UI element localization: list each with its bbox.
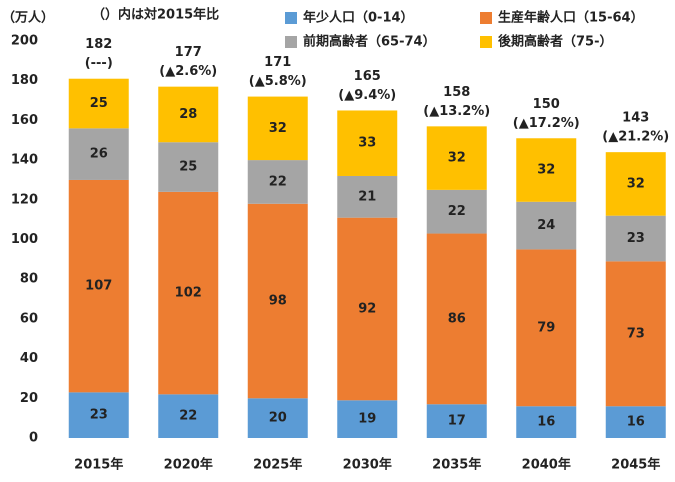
data-label: 22 [448, 204, 466, 219]
data-label: 22 [269, 174, 287, 189]
bar-segment [247, 96, 308, 161]
data-label: 73 [627, 326, 645, 341]
data-label: 92 [358, 301, 376, 316]
legend-label: 年少人口（0-14） [303, 10, 414, 26]
data-label: 86 [448, 311, 466, 326]
data-label: 23 [90, 408, 108, 423]
bar-segment [247, 398, 308, 438]
bar-segment [605, 215, 666, 262]
bar-segment [68, 392, 129, 438]
total-note: (---) [85, 56, 113, 71]
bar-segment [158, 142, 219, 192]
y-tick-label: 160 [11, 113, 38, 128]
bar-segment [426, 189, 487, 234]
y-tick-label: 60 [20, 311, 38, 326]
total-label: 143 [622, 111, 649, 126]
total-note: (▲13.2%) [423, 104, 490, 119]
legend-label: 後期高齢者（75-） [498, 34, 613, 50]
data-label: 32 [627, 176, 645, 191]
bar-segment [605, 406, 666, 438]
bar-segment [426, 404, 487, 438]
bar-segment [68, 128, 129, 180]
data-label: 107 [85, 279, 112, 294]
data-label: 16 [537, 415, 555, 430]
legend-swatch [285, 36, 297, 48]
total-note: (▲2.6%) [159, 64, 217, 79]
bar-segment [516, 201, 577, 250]
bar-segment [68, 179, 129, 393]
bar-segment [247, 160, 308, 204]
bar-segment [337, 217, 398, 401]
bar-segment [516, 138, 577, 202]
bar-segment [426, 126, 487, 190]
y-axis-label: （万人） [2, 10, 54, 26]
bar-segment [605, 261, 666, 407]
annotation: （）内は対2015年比 [92, 7, 219, 23]
legend-swatch [285, 12, 297, 24]
bar-segment [337, 175, 398, 218]
data-label: 102 [175, 286, 202, 301]
total-label: 165 [354, 69, 381, 84]
y-tick-label: 20 [20, 391, 38, 406]
data-label: 16 [627, 415, 645, 430]
data-label: 23 [627, 231, 645, 246]
data-label: 28 [179, 107, 197, 122]
x-tick-label: 2040年 [522, 457, 571, 473]
data-label: 98 [269, 294, 287, 309]
bar-segment [605, 152, 666, 216]
total-note: (▲5.8%) [249, 74, 307, 89]
data-label: 25 [179, 160, 197, 175]
data-label: 25 [90, 96, 108, 111]
x-tick-label: 2045年 [611, 457, 660, 473]
bar-segment [158, 394, 219, 438]
bar-segment [68, 78, 129, 129]
total-label: 158 [443, 85, 470, 100]
legend-swatch [480, 36, 492, 48]
y-tick-label: 100 [11, 232, 38, 247]
legend-label: 生産年齢人口（15-64） [498, 10, 644, 26]
total-label: 182 [85, 37, 112, 52]
bar-segment [516, 249, 577, 407]
x-tick-label: 2015年 [74, 457, 123, 473]
data-label: 33 [358, 136, 376, 151]
y-tick-label: 140 [11, 153, 38, 168]
data-label: 32 [269, 121, 287, 136]
data-label: 32 [537, 163, 555, 178]
x-tick-label: 2035年 [432, 457, 481, 473]
total-note: (▲17.2%) [513, 116, 580, 131]
data-label: 79 [537, 320, 555, 335]
legend-swatch [480, 12, 492, 24]
data-label: 19 [358, 412, 376, 427]
total-note: (▲21.2%) [602, 130, 669, 145]
data-label: 24 [537, 218, 555, 233]
x-tick-label: 2020年 [164, 457, 213, 473]
bar-segment [426, 233, 487, 405]
y-tick-label: 0 [29, 431, 38, 446]
data-label: 17 [448, 414, 466, 429]
data-label: 32 [448, 151, 466, 166]
total-note: (▲9.4%) [338, 88, 396, 103]
bar-segment [516, 406, 577, 438]
y-tick-label: 80 [20, 272, 38, 287]
bar-segment [247, 203, 308, 399]
bar-segment [337, 110, 398, 176]
bar-segment [158, 86, 219, 143]
total-label: 171 [264, 55, 291, 70]
y-tick-label: 200 [11, 34, 38, 49]
data-label: 20 [269, 411, 287, 426]
data-label: 21 [358, 189, 376, 204]
bar-segment [158, 191, 219, 395]
x-tick-label: 2030年 [343, 457, 392, 473]
y-tick-label: 120 [11, 192, 38, 207]
legend-label: 前期高齢者（65-74） [303, 34, 436, 50]
bar-segment [337, 400, 398, 438]
data-label: 22 [179, 409, 197, 424]
total-label: 177 [175, 45, 202, 60]
y-tick-label: 180 [11, 73, 38, 88]
data-label: 26 [90, 147, 108, 162]
total-label: 150 [533, 97, 560, 112]
y-tick-label: 40 [20, 351, 38, 366]
x-tick-label: 2025年 [253, 457, 302, 473]
